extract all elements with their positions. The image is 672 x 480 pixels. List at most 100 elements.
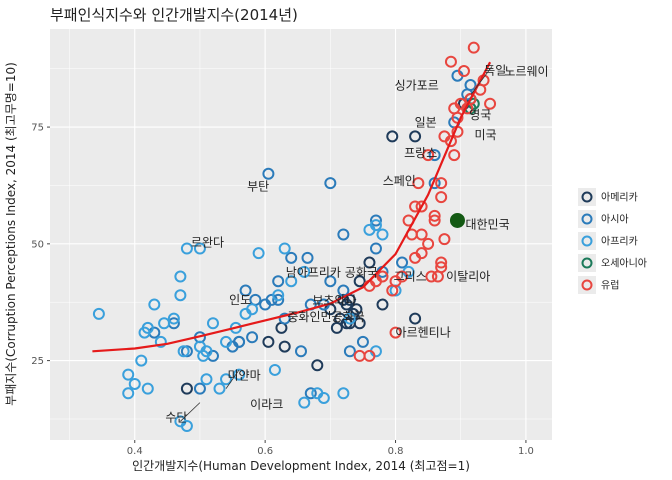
data-point [353, 349, 366, 362]
annotation-label: 미얀마 [228, 368, 261, 382]
data-point [180, 382, 193, 395]
annotation-label: 프랑스 [404, 146, 437, 160]
y-tick-label: 75 [31, 123, 44, 134]
data-point [141, 321, 154, 334]
data-point [135, 354, 148, 367]
annotation-label: 싱가포르 [395, 79, 439, 93]
data-point [272, 293, 285, 306]
data-point [484, 97, 497, 110]
data-point [262, 167, 275, 180]
data-point [193, 382, 206, 395]
data-point [285, 275, 298, 288]
data-point [317, 391, 330, 404]
data-point [376, 228, 389, 241]
data-point [246, 303, 259, 316]
data-point [415, 228, 428, 241]
data-point [409, 312, 422, 325]
data-point [343, 312, 356, 325]
series-아프리카 [92, 219, 415, 432]
data-point [337, 228, 350, 241]
data-point [200, 373, 213, 386]
data-point [330, 321, 343, 334]
data-point [369, 242, 382, 255]
data-point [272, 275, 285, 288]
chart-title: 부패인식지수와 인간개발지수(2014년) [50, 6, 298, 24]
legend-label: 아프리카 [601, 236, 638, 248]
y-tick-label: 50 [31, 239, 44, 250]
data-point [457, 65, 470, 78]
data-point [262, 335, 275, 348]
data-point [128, 377, 141, 390]
legend-marker [581, 257, 593, 269]
data-point [422, 149, 435, 162]
data-point [425, 270, 438, 283]
data-point [301, 251, 314, 264]
annotation-label: 노르웨이 [504, 65, 548, 79]
data-point [252, 247, 265, 260]
annotation-label: 아르헨티나 [396, 326, 451, 340]
legend-marker [581, 191, 593, 203]
data-point [220, 335, 233, 348]
data-point [246, 331, 259, 344]
legend-label: 아시아 [601, 214, 629, 226]
data-point [435, 191, 448, 204]
legend-marker [581, 235, 593, 247]
legend-marker [581, 213, 593, 225]
data-point [428, 149, 441, 162]
data-point [177, 345, 190, 358]
data-point [180, 419, 193, 432]
x-tick-label: 1.0 [518, 446, 534, 457]
data-point [415, 200, 428, 213]
annotation-label: 독일 [484, 63, 506, 77]
data-point [200, 345, 213, 358]
annotation-label: 대한민국 [465, 217, 509, 231]
data-point [167, 312, 180, 325]
data-point [444, 135, 457, 148]
data-point [298, 396, 311, 409]
data-point [409, 130, 422, 143]
annotation-leader [225, 369, 240, 389]
legend-key [578, 188, 596, 206]
annotation-label: 영국 [469, 108, 491, 122]
data-point [438, 233, 451, 246]
data-point [353, 275, 366, 288]
data-point [435, 256, 448, 269]
data-point [343, 345, 356, 358]
legend-item: 아프리카 [578, 232, 638, 250]
legend-label: 오세아니아 [601, 258, 647, 270]
data-point [268, 363, 281, 376]
data-point [412, 177, 425, 190]
data-point [180, 242, 193, 255]
legend-key [578, 210, 596, 228]
data-point [369, 219, 382, 232]
fit-line [92, 61, 492, 353]
data-point [158, 317, 171, 330]
data-point [415, 247, 428, 260]
annotation-label: 인도 [229, 293, 251, 307]
data-point [174, 270, 187, 283]
data-point [467, 41, 480, 54]
data-point [435, 177, 448, 190]
data-point [141, 382, 154, 395]
data-point [259, 298, 272, 311]
data-point [272, 289, 285, 302]
annotation-label: 스페인 [383, 174, 416, 188]
y-axis-title: 부패지수(Corruption Perceptions Index, 2014 … [4, 62, 18, 406]
data-point [363, 256, 376, 269]
annotation-label: 중화인민공화국 [287, 310, 364, 324]
data-point [285, 251, 298, 264]
data-point [122, 387, 135, 400]
legend-item: 유럽 [578, 276, 619, 294]
x-tick-label: 0.8 [388, 446, 404, 457]
data-point [422, 237, 435, 250]
series-유럽 [353, 41, 497, 362]
x-axis-ticks: 0.4 0.6 0.8 1.0 [127, 440, 534, 457]
data-point [428, 209, 441, 222]
annotation-label: 부탄 [247, 179, 269, 193]
annotation-label: 수단 [165, 410, 187, 424]
data-point [435, 261, 448, 274]
data-point [444, 55, 457, 68]
data-point [356, 335, 369, 348]
